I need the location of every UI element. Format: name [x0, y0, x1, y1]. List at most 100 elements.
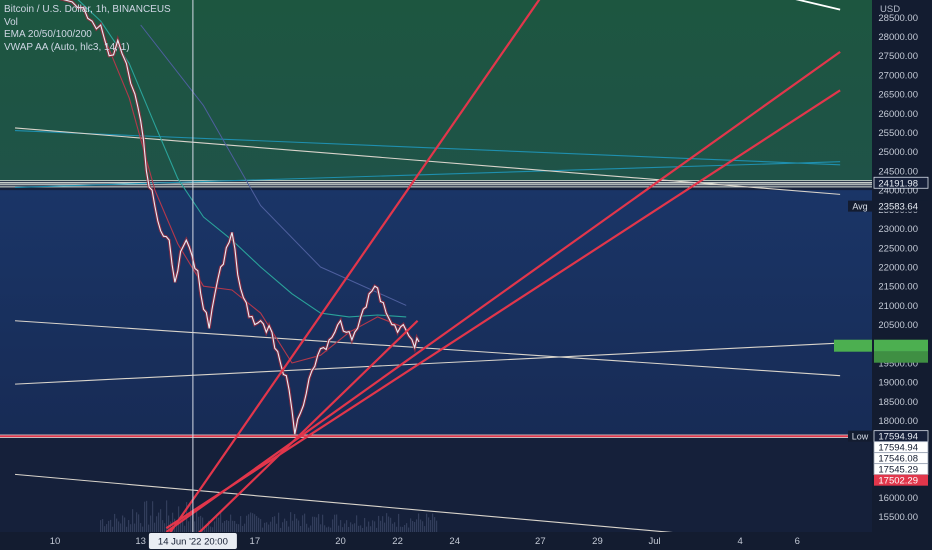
red-ray: [196, 319, 419, 535]
lower-zone: [0, 190, 872, 438]
horizontal-levels: [0, 180, 872, 438]
volume-bar: [224, 520, 226, 532]
volume-bar: [260, 519, 262, 532]
volume-bar: [330, 527, 332, 532]
y-tick-label: 24500.00: [878, 166, 918, 177]
y-tick-label: 28500.00: [878, 13, 918, 24]
volume-bar: [390, 517, 392, 532]
volume-bar: [380, 520, 382, 532]
price-tag-bg: [874, 200, 928, 212]
volume-bar: [412, 520, 414, 532]
x-tick-label: 6: [795, 536, 800, 547]
volume-bar: [202, 517, 204, 532]
volume-bar: [404, 525, 406, 532]
volume-bar: [296, 518, 298, 532]
volume-bar: [288, 526, 290, 532]
price-path: [62, 0, 420, 435]
countdown-tag: [874, 351, 928, 363]
y-tick-label: 26000.00: [878, 109, 918, 120]
volume-bar: [322, 514, 324, 532]
price-tags: 24191.9823583.6417594.9417594.9417546.08…: [834, 176, 929, 487]
volume-bar: [430, 520, 432, 532]
volume-bar: [358, 525, 360, 532]
volume-bar: [182, 518, 184, 532]
volume-bar: [334, 514, 336, 532]
trend-line: [14, 320, 841, 377]
volume-bar: [422, 521, 424, 532]
x-tick-label: 4: [738, 536, 743, 547]
volume-bar: [426, 513, 428, 532]
volume-bar: [432, 513, 434, 532]
price-tag-bg: [874, 474, 928, 486]
volume-bar: [244, 523, 246, 532]
volume-bar: [110, 519, 112, 532]
y-tick-label: 22500.00: [878, 243, 918, 254]
price-line: [58, 0, 421, 435]
volume-bar: [386, 513, 388, 532]
legend-ema[interactable]: EMA 20/50/100/200: [4, 29, 92, 40]
volume-bar: [216, 517, 218, 532]
volume-bar: [126, 526, 128, 532]
price-tag-label: 24191.98: [878, 178, 918, 189]
volume-bar: [156, 516, 158, 532]
volume-bar: [406, 523, 408, 532]
legend-vwap[interactable]: VWAP AA (Auto, hlc3, 14, 1): [4, 41, 130, 53]
volume-bar: [212, 527, 214, 532]
volume-bar: [142, 526, 144, 532]
volume-bar: [270, 521, 272, 532]
volume-bar: [344, 523, 346, 532]
volume-bar: [302, 515, 304, 532]
x-tick-label: 27: [535, 536, 546, 547]
volume-bar: [200, 515, 202, 532]
volume-bar: [238, 524, 240, 532]
volume-bar: [196, 511, 198, 532]
side-label: Low: [852, 432, 869, 442]
volume-bar: [332, 519, 334, 532]
volume-bar: [130, 524, 132, 532]
volume-bar: [246, 515, 248, 532]
volume-bar: [408, 527, 410, 532]
legend-symbol[interactable]: Bitcoin / U.S. Dollar, 1h, BINANCEUS: [4, 4, 171, 15]
y-tick-label: 20500.00: [878, 320, 918, 331]
x-tick-label: 22: [392, 536, 403, 547]
price-tag-label: 17502.29: [878, 476, 918, 487]
price-tag-label: 17546.08: [878, 454, 918, 465]
range-zones: [0, 0, 872, 438]
volume-bar: [264, 522, 266, 532]
volume-bar: [106, 524, 108, 532]
volume-bar: [248, 514, 250, 532]
side-label: Avg: [852, 202, 867, 212]
volume-bar: [400, 526, 402, 532]
red-fan-rays[interactable]: [165, 0, 841, 535]
volume-bar: [100, 520, 102, 532]
legend-volume[interactable]: Vol: [4, 16, 18, 28]
volume-bar: [376, 527, 378, 532]
volume-bar: [280, 527, 282, 532]
x-tick-label: 13: [135, 536, 146, 547]
volume-bar: [360, 525, 362, 532]
time-axis[interactable]: 10 13 17 20 22 24 27 29 Jul 4 6 14 Jun '22 20:00: [0, 532, 932, 550]
volume-bar: [152, 501, 154, 532]
volume-bar: [418, 513, 420, 532]
volume-bar: [312, 516, 314, 532]
volume-bar: [272, 517, 274, 532]
volume-bar: [286, 520, 288, 532]
price-tag-label: 17594.94: [878, 443, 918, 454]
volume-bar: [324, 525, 326, 532]
price-tag-label: 23583.64: [878, 202, 918, 213]
volume-bar: [170, 521, 172, 532]
volume-bar: [104, 526, 106, 532]
volume-bar: [154, 522, 156, 532]
volume-bar: [304, 513, 306, 532]
volume-bar: [306, 523, 308, 532]
price-tag-label: 17594.94: [878, 432, 918, 443]
volume-bar: [414, 521, 416, 532]
volume-bar: [372, 520, 374, 532]
volume-bar: [362, 527, 364, 532]
volume-bar: [282, 522, 284, 532]
volume-bar: [214, 521, 216, 532]
volume-bar: [356, 515, 358, 532]
volume-bar: [342, 527, 344, 532]
volume-bar: [122, 515, 124, 532]
